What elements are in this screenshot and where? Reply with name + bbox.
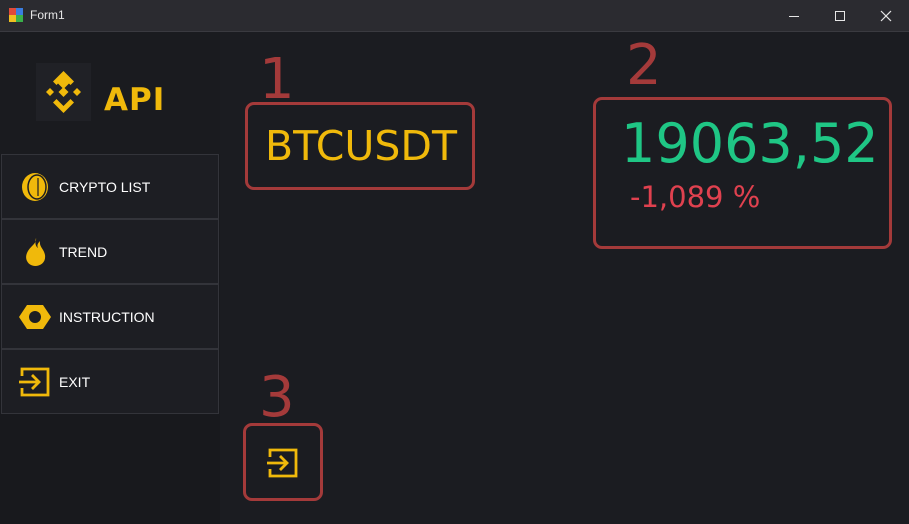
annotation-number: 3 bbox=[259, 365, 295, 430]
exit-icon-button[interactable] bbox=[243, 423, 323, 501]
menu-item-trend[interactable]: TREND bbox=[1, 219, 219, 284]
menu-label: INSTRUCTION bbox=[59, 309, 155, 325]
maximize-button[interactable] bbox=[817, 0, 863, 31]
menu-item-crypto-list[interactable]: CRYPTO LIST bbox=[1, 154, 219, 219]
minimize-icon bbox=[789, 15, 799, 17]
menu-label: EXIT bbox=[59, 374, 91, 390]
menu-label: CRYPTO LIST bbox=[59, 179, 151, 195]
logo-text: API bbox=[104, 82, 166, 118]
close-button[interactable] bbox=[863, 0, 909, 31]
close-icon bbox=[880, 10, 892, 21]
hexagon-icon bbox=[19, 305, 51, 329]
minimize-button[interactable] bbox=[771, 0, 817, 31]
price-change: -1,089 % bbox=[630, 180, 761, 214]
menu-label: TREND bbox=[59, 244, 108, 260]
annotation-number: 1 bbox=[259, 47, 295, 112]
symbol-box: BTCUSDT bbox=[245, 102, 475, 190]
menu-item-instruction[interactable]: INSTRUCTION bbox=[1, 284, 219, 349]
price-box: 19063,52 -1,089 % bbox=[593, 97, 892, 249]
menu-item-exit[interactable]: EXIT bbox=[1, 349, 219, 414]
exit-icon bbox=[19, 367, 50, 397]
binance-logo-icon bbox=[36, 63, 91, 121]
sidebar: API CRYPTO LIST TREND INSTRUCTION EXIT bbox=[0, 32, 220, 524]
maximize-icon bbox=[835, 10, 845, 21]
price-value: 19063,52 bbox=[621, 112, 879, 175]
exit-icon bbox=[267, 448, 298, 478]
logo-area: API bbox=[0, 32, 220, 154]
app-icon bbox=[9, 8, 23, 22]
title-bar: Form1 bbox=[0, 0, 909, 32]
coin-icon bbox=[22, 173, 48, 201]
symbol-label: BTCUSDT bbox=[265, 122, 458, 170]
annotation-number: 2 bbox=[626, 33, 662, 98]
flame-icon bbox=[26, 238, 46, 266]
window-title: Form1 bbox=[30, 8, 65, 22]
